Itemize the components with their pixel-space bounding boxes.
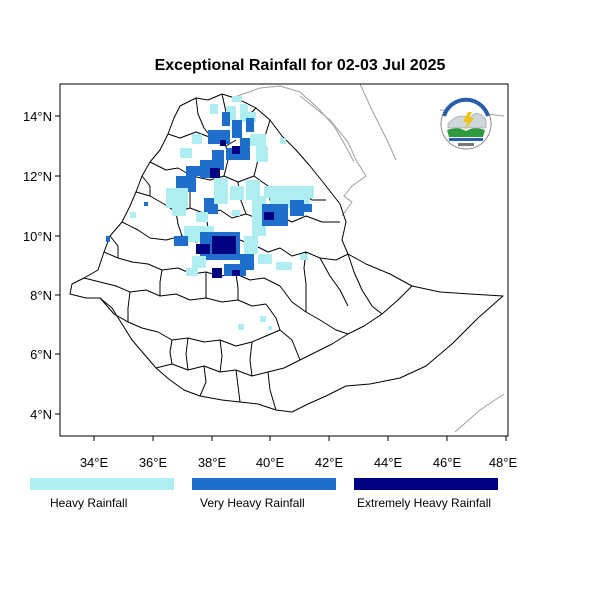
heavy-rainfall-cell <box>196 212 208 222</box>
heavy-rainfall-cell <box>172 204 186 216</box>
lightning-icon <box>463 112 474 131</box>
tick-marks <box>55 115 507 441</box>
extreme-rainfall-cell <box>264 212 274 220</box>
very-heavy-rainfall-cell <box>144 202 148 206</box>
x-tick-label: 42°E <box>315 455 344 470</box>
legend-swatch-extremely-heavy <box>354 478 498 490</box>
x-tick-label: 36°E <box>139 455 168 470</box>
very-heavy-rainfall-cell <box>246 118 254 132</box>
heavy-rainfall-cell <box>192 256 206 268</box>
very-heavy-rainfall-cell <box>106 236 110 242</box>
very-heavy-rainfall-cell <box>212 150 224 170</box>
x-tick-label: 46°E <box>433 455 462 470</box>
heavy-rainfall-cell <box>246 180 260 200</box>
x-tick-label: 44°E <box>374 455 403 470</box>
x-tick-label: 40°E <box>256 455 285 470</box>
legend-label-extremely-heavy: Extremely Heavy Rainfall <box>357 496 492 510</box>
heavy-rainfall-cell <box>192 134 202 144</box>
extreme-rainfall-cell <box>220 140 226 146</box>
extreme-rainfall-cell <box>232 146 240 154</box>
legend-swatch-heavy <box>30 478 174 490</box>
rainfall-overlay <box>106 96 314 330</box>
extreme-rainfall-cell <box>212 268 222 278</box>
y-tick-label: 12°N <box>23 169 52 184</box>
heavy-rainfall-cell <box>258 254 272 264</box>
heavy-rainfall-cell <box>300 254 308 260</box>
heavy-rainfall-cell <box>186 268 198 276</box>
heavy-rainfall-cell <box>214 178 228 204</box>
legend-label-heavy: Heavy Rainfall <box>50 496 128 510</box>
heavy-rainfall-cell <box>230 186 244 200</box>
heavy-rainfall-cell <box>210 104 218 114</box>
heavy-rainfall-cell <box>264 186 314 198</box>
ethiopia-outline <box>69 93 504 413</box>
very-heavy-rainfall-cell <box>290 200 304 216</box>
ethiopia-boundaries <box>69 93 504 413</box>
y-tick-label: 6°N <box>30 347 52 362</box>
legend-swatch-very-heavy <box>192 478 336 490</box>
very-heavy-rainfall-cell <box>222 112 230 126</box>
heavy-rainfall-cell <box>268 326 272 330</box>
y-tick-label: 14°N <box>23 109 52 124</box>
very-heavy-rainfall-cell <box>302 204 312 212</box>
x-tick-label: 48°E <box>489 455 518 470</box>
x-tick-label: 38°E <box>198 455 227 470</box>
heavy-rainfall-cell <box>180 148 192 158</box>
heavy-rainfall-cell <box>240 104 248 122</box>
very-heavy-rainfall-cell <box>232 120 242 138</box>
heavy-rainfall-cell <box>280 138 286 144</box>
very-heavy-rainfall-cell <box>208 130 230 144</box>
extreme-rainfall-cell <box>212 236 236 254</box>
heavy-rainfall-cell <box>260 316 266 322</box>
heavy-rainfall-cell <box>226 106 236 120</box>
extreme-rainfall-cell <box>210 168 220 178</box>
heavy-rainfall-cell <box>250 134 266 146</box>
institute-logo <box>440 97 492 150</box>
y-tick-label: 8°N <box>30 288 52 303</box>
heavy-rainfall-cell <box>248 112 256 122</box>
heavy-rainfall-cell <box>166 188 188 208</box>
heavy-rainfall-cell <box>256 146 268 162</box>
heavy-rainfall-cell <box>232 210 240 216</box>
heavy-rainfall-cell <box>244 236 258 254</box>
heavy-rainfall-cell <box>232 96 242 102</box>
heavy-rainfall-cell <box>238 324 244 330</box>
map-title: Exceptional Rainfall for 02-03 Jul 2025 <box>154 57 446 74</box>
y-tick-label: 10°N <box>23 229 52 244</box>
very-heavy-rainfall-cell <box>262 204 288 226</box>
very-heavy-rainfall-cell <box>174 236 188 246</box>
x-tick-label: 34°E <box>80 455 109 470</box>
y-tick-label: 4°N <box>30 407 52 422</box>
very-heavy-rainfall-cell <box>240 138 250 160</box>
legend-label-very-heavy: Very Heavy Rainfall <box>200 496 305 510</box>
extreme-rainfall-cell <box>232 270 240 276</box>
very-heavy-rainfall-cell <box>200 160 212 178</box>
very-heavy-rainfall-cell <box>186 166 200 176</box>
plot-frame <box>59 83 509 437</box>
heavy-rainfall-cell <box>130 212 136 218</box>
heavy-rainfall-cell <box>276 262 292 270</box>
extreme-rainfall-cell <box>196 244 210 254</box>
